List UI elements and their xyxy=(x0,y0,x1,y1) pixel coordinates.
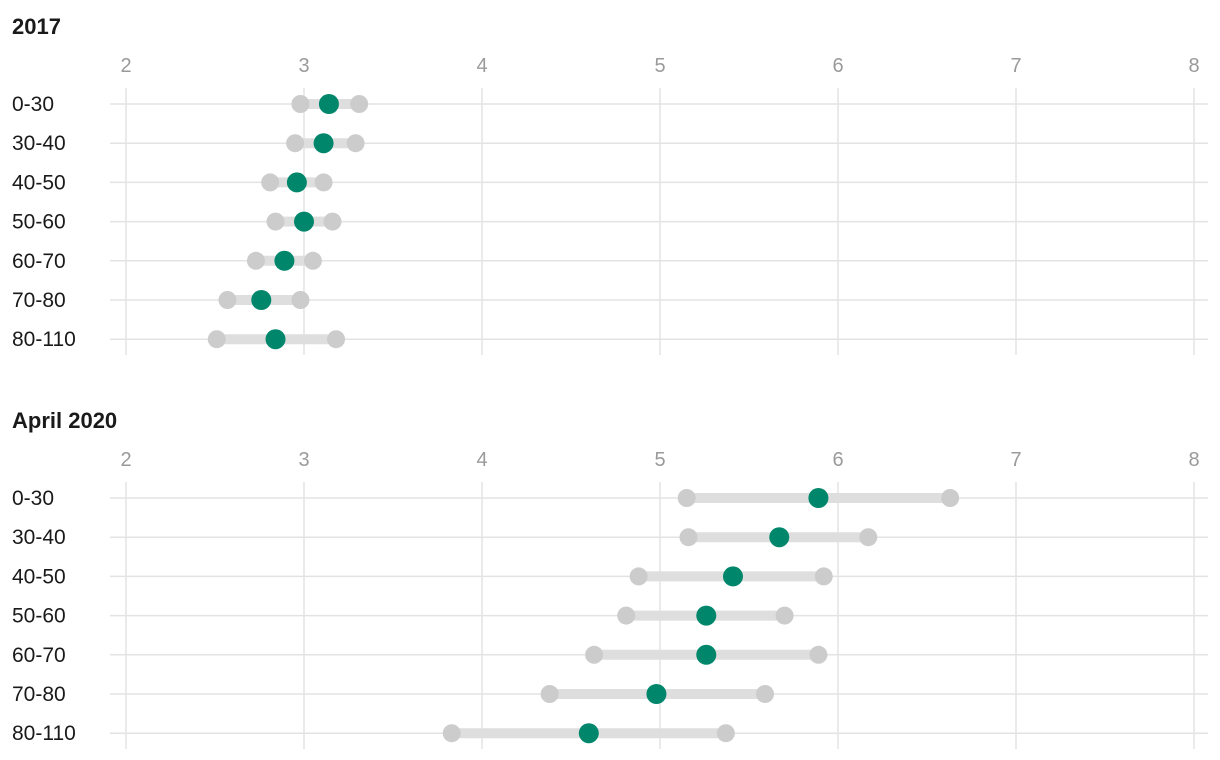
range-low-point xyxy=(629,567,648,586)
range-high-point xyxy=(775,606,794,625)
range-low-point xyxy=(291,95,310,113)
range-low-point xyxy=(286,134,305,153)
range-low-point xyxy=(218,291,237,309)
range-high-point xyxy=(814,567,833,586)
x-tick-label: 5 xyxy=(654,449,665,471)
range-low-point xyxy=(679,528,698,547)
x-tick-label: 7 xyxy=(1010,449,1021,471)
x-tick-label: 2 xyxy=(120,449,131,471)
range-high-point xyxy=(809,645,828,664)
mid-point xyxy=(251,290,272,310)
x-tick-label: 6 xyxy=(832,449,843,471)
range-high-point xyxy=(346,134,365,153)
category-label: 40-50 xyxy=(12,171,66,194)
category-label: 0-30 xyxy=(12,487,54,510)
range-low-point xyxy=(261,173,280,192)
range-low-point xyxy=(585,645,604,664)
category-label: 30-40 xyxy=(12,526,66,549)
category-label: 70-80 xyxy=(12,289,66,312)
x-tick-label: 3 xyxy=(298,55,309,77)
mid-point xyxy=(578,723,599,744)
mid-point xyxy=(318,94,339,114)
mid-point xyxy=(265,329,286,350)
range-low-point xyxy=(207,330,226,349)
mid-point xyxy=(722,566,743,587)
range-high-point xyxy=(327,330,346,349)
category-label: 50-60 xyxy=(12,211,66,234)
range-high-point xyxy=(303,251,322,270)
category-label: 60-70 xyxy=(12,644,66,667)
range-low-point xyxy=(540,685,559,703)
range-high-point xyxy=(756,685,775,703)
x-tick-label: 7 xyxy=(1010,55,1021,77)
mid-point xyxy=(274,250,295,271)
mid-point xyxy=(769,527,790,548)
category-label: 50-60 xyxy=(12,605,66,628)
category-label: 70-80 xyxy=(12,683,66,706)
panel-0: 2017 2 3 4 5 6 7 8 0-30 30-40 40-50 50-60 60-70 70-80… xyxy=(12,14,1208,355)
range-high-point xyxy=(314,173,333,192)
range-high-point xyxy=(941,489,960,507)
mid-point xyxy=(808,488,829,508)
x-tick-label: 3 xyxy=(298,449,309,471)
range-high-point xyxy=(291,291,310,309)
category-label: 80-110 xyxy=(12,722,76,745)
mid-point xyxy=(646,684,667,704)
mid-point xyxy=(286,172,307,193)
category-label: 30-40 xyxy=(12,132,66,155)
x-tick-label: 6 xyxy=(832,55,843,77)
range-high-point xyxy=(859,528,878,547)
mid-point xyxy=(696,644,717,665)
range-low-point xyxy=(617,606,636,625)
panel-title: 2017 xyxy=(12,14,61,39)
range-low-point xyxy=(442,724,461,743)
range-low-point xyxy=(266,212,285,231)
range-high-point xyxy=(323,212,342,231)
mid-point xyxy=(313,133,334,154)
panel-title: April 2020 xyxy=(12,408,117,433)
x-tick-label: 5 xyxy=(654,55,665,77)
x-tick-label: 2 xyxy=(120,55,131,77)
category-label: 0-30 xyxy=(12,93,54,116)
range-low-point xyxy=(677,489,696,507)
x-tick-label: 8 xyxy=(1188,449,1199,471)
range-high-point xyxy=(716,724,735,743)
x-tick-label: 4 xyxy=(476,55,487,77)
range-low-point xyxy=(246,251,265,270)
range-high-point xyxy=(350,95,369,113)
category-label: 40-50 xyxy=(12,565,66,588)
x-tick-label: 8 xyxy=(1188,55,1199,77)
x-tick-label: 4 xyxy=(476,449,487,471)
mid-point xyxy=(294,211,314,232)
category-label: 60-70 xyxy=(12,250,66,273)
category-label: 80-110 xyxy=(12,328,76,351)
mid-point xyxy=(696,605,717,626)
